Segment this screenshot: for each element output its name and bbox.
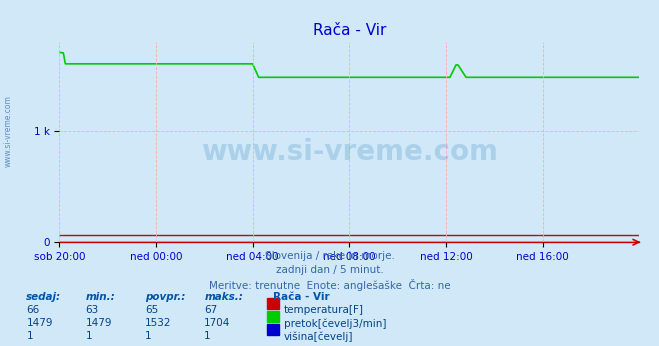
Text: temperatura[F]: temperatura[F] [284, 305, 364, 315]
Text: www.si-vreme.com: www.si-vreme.com [201, 138, 498, 166]
Title: Rača - Vir: Rača - Vir [312, 22, 386, 38]
Text: Slovenija / reke in morje.: Slovenija / reke in morje. [264, 251, 395, 261]
Text: 1: 1 [86, 331, 92, 342]
Text: 66: 66 [26, 305, 40, 315]
Text: 1479: 1479 [26, 318, 53, 328]
Text: www.si-vreme.com: www.si-vreme.com [3, 95, 13, 167]
Text: zadnji dan / 5 minut.: zadnji dan / 5 minut. [275, 265, 384, 275]
Text: višina[čevelj]: višina[čevelj] [284, 331, 353, 342]
Text: 63: 63 [86, 305, 99, 315]
Text: 1: 1 [26, 331, 33, 342]
Text: sedaj:: sedaj: [26, 292, 61, 302]
Text: Meritve: trenutne  Enote: anglešaške  Črta: ne: Meritve: trenutne Enote: anglešaške Črta… [209, 279, 450, 291]
Text: min.:: min.: [86, 292, 115, 302]
Text: Rača - Vir: Rača - Vir [273, 292, 330, 302]
Text: 1479: 1479 [86, 318, 112, 328]
Text: 1: 1 [204, 331, 211, 342]
Text: maks.:: maks.: [204, 292, 243, 302]
Text: 65: 65 [145, 305, 158, 315]
Text: 1: 1 [145, 331, 152, 342]
Text: 1704: 1704 [204, 318, 231, 328]
Text: povpr.:: povpr.: [145, 292, 185, 302]
Text: 1532: 1532 [145, 318, 171, 328]
Text: pretok[čevelj3/min]: pretok[čevelj3/min] [284, 318, 387, 329]
Text: 67: 67 [204, 305, 217, 315]
